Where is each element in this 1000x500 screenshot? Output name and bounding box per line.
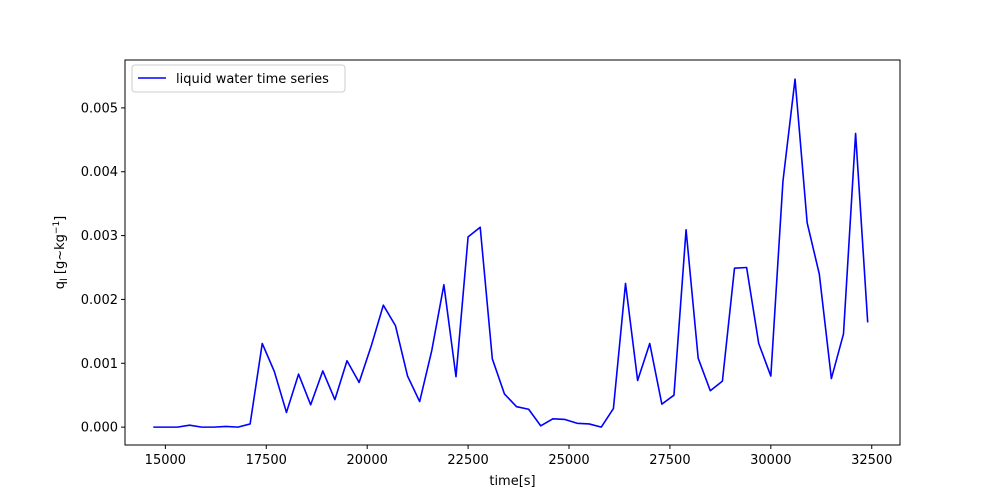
x-axis-label: time[s] [489,474,535,489]
y-tick-label: 0.002 [81,293,118,308]
legend-box [131,64,346,93]
y-tick-label: 0.000 [81,421,118,436]
plot-area [153,78,869,428]
x-axis-ticks: 15000 17500 20000 22500 25000 27500 30000 32500 [145,445,892,468]
x-tick-label: 17500 [246,453,287,468]
x-tick-label: 32500 [851,453,892,468]
y-axis-label-unit-close: ] [53,216,68,221]
x-tick-label: 15000 [145,453,186,468]
y-axis-label-superscript: −1 [52,221,62,234]
series-line-liquid-water [153,78,869,428]
y-tick-label: 0.003 [81,229,118,244]
y-axis-ticks: 0.000 0.001 0.002 0.003 0.004 0.005 [81,101,125,436]
axes-frame [124,59,901,446]
legend: liquid water time series [131,64,346,93]
y-tick-label: 0.001 [81,357,118,372]
legend-label: liquid water time series [176,72,329,87]
x-tick-label: 30000 [750,453,791,468]
x-tick-label: 27500 [649,453,690,468]
y-axis-label-subscript: l [59,278,70,281]
y-tick-label: 0.005 [81,101,118,116]
y-tick-label: 0.004 [81,165,118,180]
y-axis-label-unit: [g~kg [53,234,68,278]
y-axis-label: ql [g~kg−1] [52,216,70,290]
y-axis-label-base: q [53,281,68,289]
x-tick-label: 20000 [347,453,388,468]
x-tick-label: 22500 [447,453,488,468]
x-tick-label: 25000 [548,453,589,468]
